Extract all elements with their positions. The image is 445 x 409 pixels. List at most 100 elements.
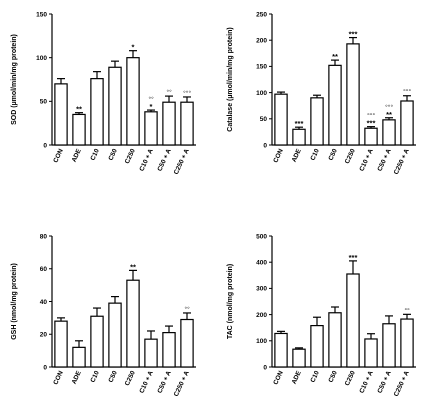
x-category-label: C250 + A <box>393 370 411 398</box>
y-tick-label: 0 <box>43 364 47 371</box>
significance-marker-vs-ade: ◦◦◦ <box>385 101 393 110</box>
x-category-label: C10 <box>89 148 101 162</box>
bar-c10-a <box>364 338 378 368</box>
y-tick-label: 250 <box>256 11 267 18</box>
bar-c250-a <box>400 318 414 368</box>
bar-c50 <box>328 312 342 368</box>
significance-marker: *** <box>349 30 358 39</box>
x-category-label: C250 + A <box>173 370 191 398</box>
x-category-label: ADE <box>71 147 83 163</box>
x-category-label: C250 + A <box>393 148 411 176</box>
bar-ade <box>292 348 306 368</box>
y-tick-label: 100 <box>36 55 47 62</box>
bar-c250-a <box>180 101 194 146</box>
x-category-label: C10 + A <box>358 148 375 173</box>
x-category-label: C50 + A <box>376 370 393 395</box>
y-tick-label: 50 <box>260 116 268 123</box>
y-tick-label: 100 <box>256 90 267 97</box>
x-category-label: C50 + A <box>156 370 173 395</box>
chart-panel-2: 0 50 100 150 200 250 Catalase (µmol/min/mg pro… <box>227 11 416 176</box>
x-category-label: C50 <box>327 148 339 162</box>
significance-marker: * <box>150 102 153 111</box>
y-tick-label: 400 <box>256 260 267 267</box>
x-category-label: CON <box>272 370 285 386</box>
bar-c10-a <box>144 111 158 146</box>
y-tick-label: 40 <box>40 299 48 306</box>
x-category-label: ADE <box>291 147 303 163</box>
significance-marker-vs-ade: ◦◦ <box>148 93 154 102</box>
x-category-label: C50 + A <box>376 148 393 173</box>
bar-con <box>274 332 288 368</box>
y-tick-label: 100 <box>256 338 267 345</box>
y-tick-label: 500 <box>256 233 267 240</box>
y-tick-label: 200 <box>256 312 267 319</box>
bar-c50 <box>328 64 342 146</box>
significance-marker: *** <box>349 253 358 262</box>
x-category-label: C50 + A <box>156 148 173 173</box>
y-tick-label: 60 <box>40 266 48 273</box>
bar-c250 <box>346 273 360 368</box>
bar-c10 <box>90 315 104 368</box>
bar-c50-a <box>382 119 396 146</box>
x-category-label: CON <box>52 370 65 386</box>
bar-c10 <box>310 97 324 146</box>
y-tick-label: 50 <box>40 99 48 106</box>
bar-c50-a <box>382 323 396 368</box>
y-tick-label: 300 <box>256 286 267 293</box>
x-category-label: C10 + A <box>358 370 375 395</box>
y-axis-title: TAC (nmol/mg protein) <box>227 264 234 339</box>
bar-c10 <box>310 325 324 368</box>
bar-c50 <box>108 66 122 146</box>
bar-ade <box>292 128 306 146</box>
x-category-label: C10 <box>309 148 321 162</box>
y-axis-title: GSH (nmol/mg protein) <box>11 263 18 340</box>
x-category-label: ADE <box>71 369 83 385</box>
bar-ade <box>72 113 86 146</box>
y-tick-label: 200 <box>256 38 267 45</box>
significance-marker-vs-ade: ◦◦◦ <box>183 87 191 96</box>
x-category-label: C10 + A <box>138 148 155 173</box>
x-category-label: C250 + A <box>173 148 191 176</box>
bar-c50-a <box>162 332 176 368</box>
significance-marker: *** <box>295 119 304 128</box>
significance-marker-vs-ade: ◦◦ <box>404 304 410 313</box>
significance-marker: *** <box>367 119 376 128</box>
bar-c50-a <box>162 101 176 146</box>
x-category-label: C10 <box>309 370 321 384</box>
significance-marker: ** <box>386 110 392 119</box>
bar-c250 <box>126 57 140 146</box>
y-tick-label: 80 <box>40 233 48 240</box>
bar-con <box>54 83 68 146</box>
x-category-label: C250 <box>124 148 137 165</box>
x-category-label: C50 <box>327 370 339 384</box>
bar-c10 <box>90 78 104 146</box>
x-category-label: C50 <box>107 370 119 384</box>
bar-c10-a <box>364 127 378 146</box>
significance-marker: ** <box>130 262 136 271</box>
bar-c250 <box>346 43 360 146</box>
bar-c250-a <box>180 318 194 368</box>
y-tick-label: 0 <box>43 142 47 149</box>
chart-panel-3: 0 20 40 60 80 GSH (nmol/mg protein) CON ADE C10 C… <box>11 233 196 398</box>
bar-c250 <box>126 279 140 368</box>
y-tick-label: 150 <box>36 11 47 18</box>
y-tick-label: 0 <box>263 364 267 371</box>
significance-marker: ** <box>332 52 338 61</box>
chart-panel-4: 0 100 200 300 400 500 TAC (nmol/mg protein) CON… <box>227 233 416 398</box>
significance-marker-vs-ade: ◦◦ <box>184 303 190 312</box>
y-tick-label: 0 <box>263 142 267 149</box>
bar-c250-a <box>400 100 414 146</box>
bar-c50 <box>108 302 122 368</box>
y-tick-label: 150 <box>256 64 267 71</box>
significance-marker: * <box>132 43 135 52</box>
significance-marker: ** <box>76 105 82 114</box>
bar-con <box>54 320 68 368</box>
x-category-label: C250 <box>344 148 357 165</box>
x-category-label: C50 <box>107 148 119 162</box>
x-category-label: C250 <box>344 370 357 387</box>
bar-c10-a <box>144 338 158 368</box>
y-axis-title: Catalase (µmol/min/mg protein) <box>227 27 234 131</box>
x-category-label: ADE <box>291 369 303 385</box>
